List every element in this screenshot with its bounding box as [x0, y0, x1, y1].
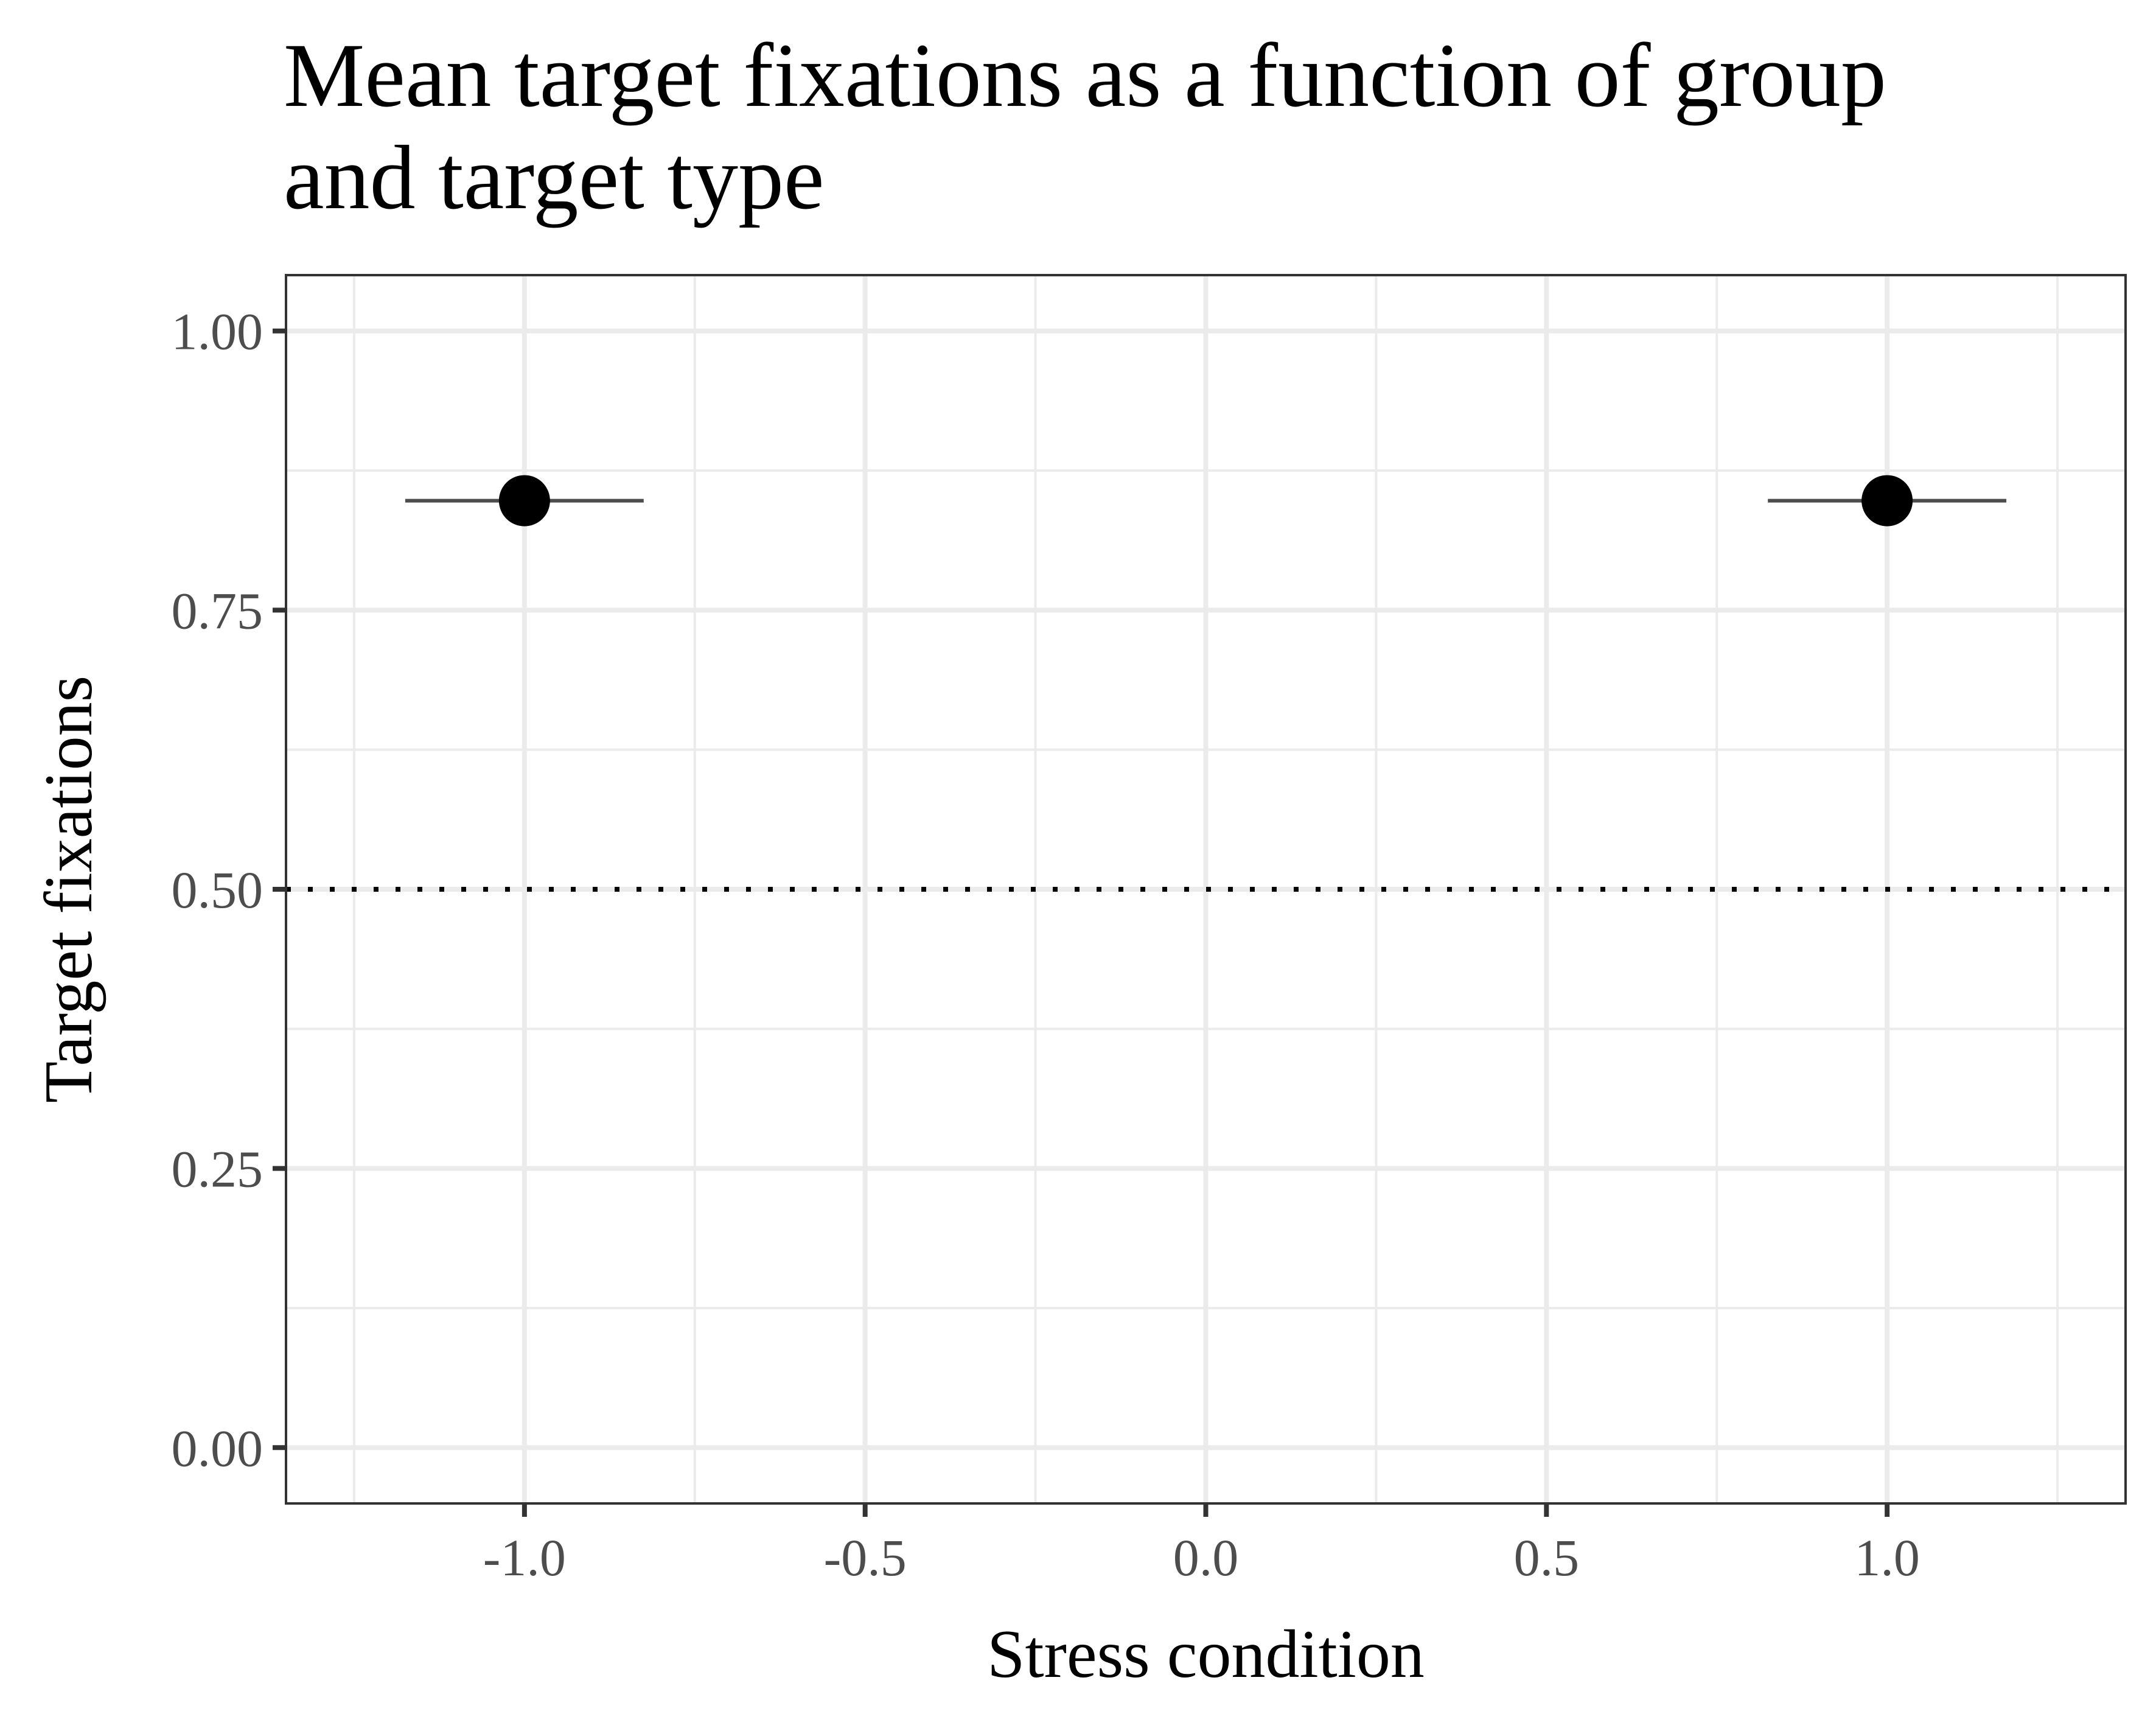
chart-title-line-2: and target type: [284, 127, 825, 228]
x-tick-label: -0.5: [824, 1528, 907, 1587]
y-tick-label: 1.00: [172, 303, 263, 361]
major-gridlines: [286, 275, 2126, 1503]
x-tick-label: 0.5: [1514, 1528, 1580, 1587]
x-axis-title: Stress condition: [987, 1617, 1425, 1692]
x-axis: -1.0 -0.5 0.0 0.5 1.0: [483, 1503, 1920, 1587]
x-tick-label: -1.0: [483, 1528, 566, 1587]
y-tick-label: 0.25: [172, 1140, 263, 1198]
y-tick-label: 0.00: [172, 1419, 263, 1477]
y-axis-title: Target fixations: [31, 676, 106, 1103]
chart-title-line-1: Mean target fixations as a function of g…: [284, 25, 1887, 126]
y-axis: 0.00 0.25 0.50 0.75 1.00: [172, 303, 286, 1477]
data-point: [1861, 475, 1913, 527]
x-tick-label: 1.0: [1854, 1528, 1920, 1587]
x-tick-label: 0.0: [1173, 1528, 1239, 1587]
y-tick-label: 0.75: [172, 581, 263, 640]
y-tick-label: 0.50: [172, 861, 263, 919]
points: [498, 475, 1913, 527]
data-point: [498, 475, 550, 527]
chart-title: Mean target fixations as a function of g…: [284, 24, 2109, 229]
